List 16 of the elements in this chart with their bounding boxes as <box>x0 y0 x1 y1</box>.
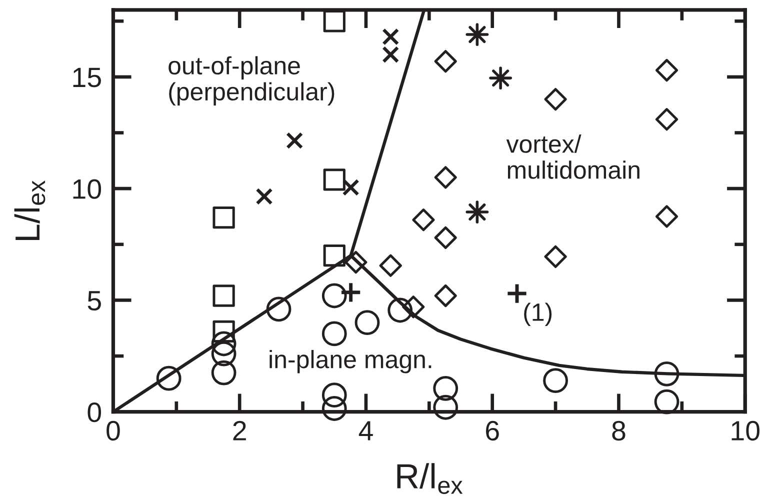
annotation: in-plane magn. <box>270 350 432 374</box>
x-tick-label: 10 <box>732 420 760 441</box>
x-tick-label: 2 <box>233 420 246 440</box>
x-tick-label: 4 <box>358 421 373 440</box>
x-tick-label: 0 <box>106 420 120 441</box>
y-tick-label: 15 <box>73 68 101 88</box>
annotation: out-of-plane (perpendicular) <box>168 56 334 106</box>
annotation: vortex/ multidomain <box>506 134 640 179</box>
x-tick-label: 8 <box>612 420 626 441</box>
x-axis-title: R/l$_{ex}$ <box>397 463 463 494</box>
x-tick-label: 6 <box>486 420 499 441</box>
y-axis-title: L/l$_{ex}$ <box>14 180 46 240</box>
y-tick-label: 10 <box>73 179 102 199</box>
y-tick-label: 5 <box>88 291 101 311</box>
y-tick-label: 0 <box>88 402 102 422</box>
annotation: (1) <box>524 302 552 326</box>
